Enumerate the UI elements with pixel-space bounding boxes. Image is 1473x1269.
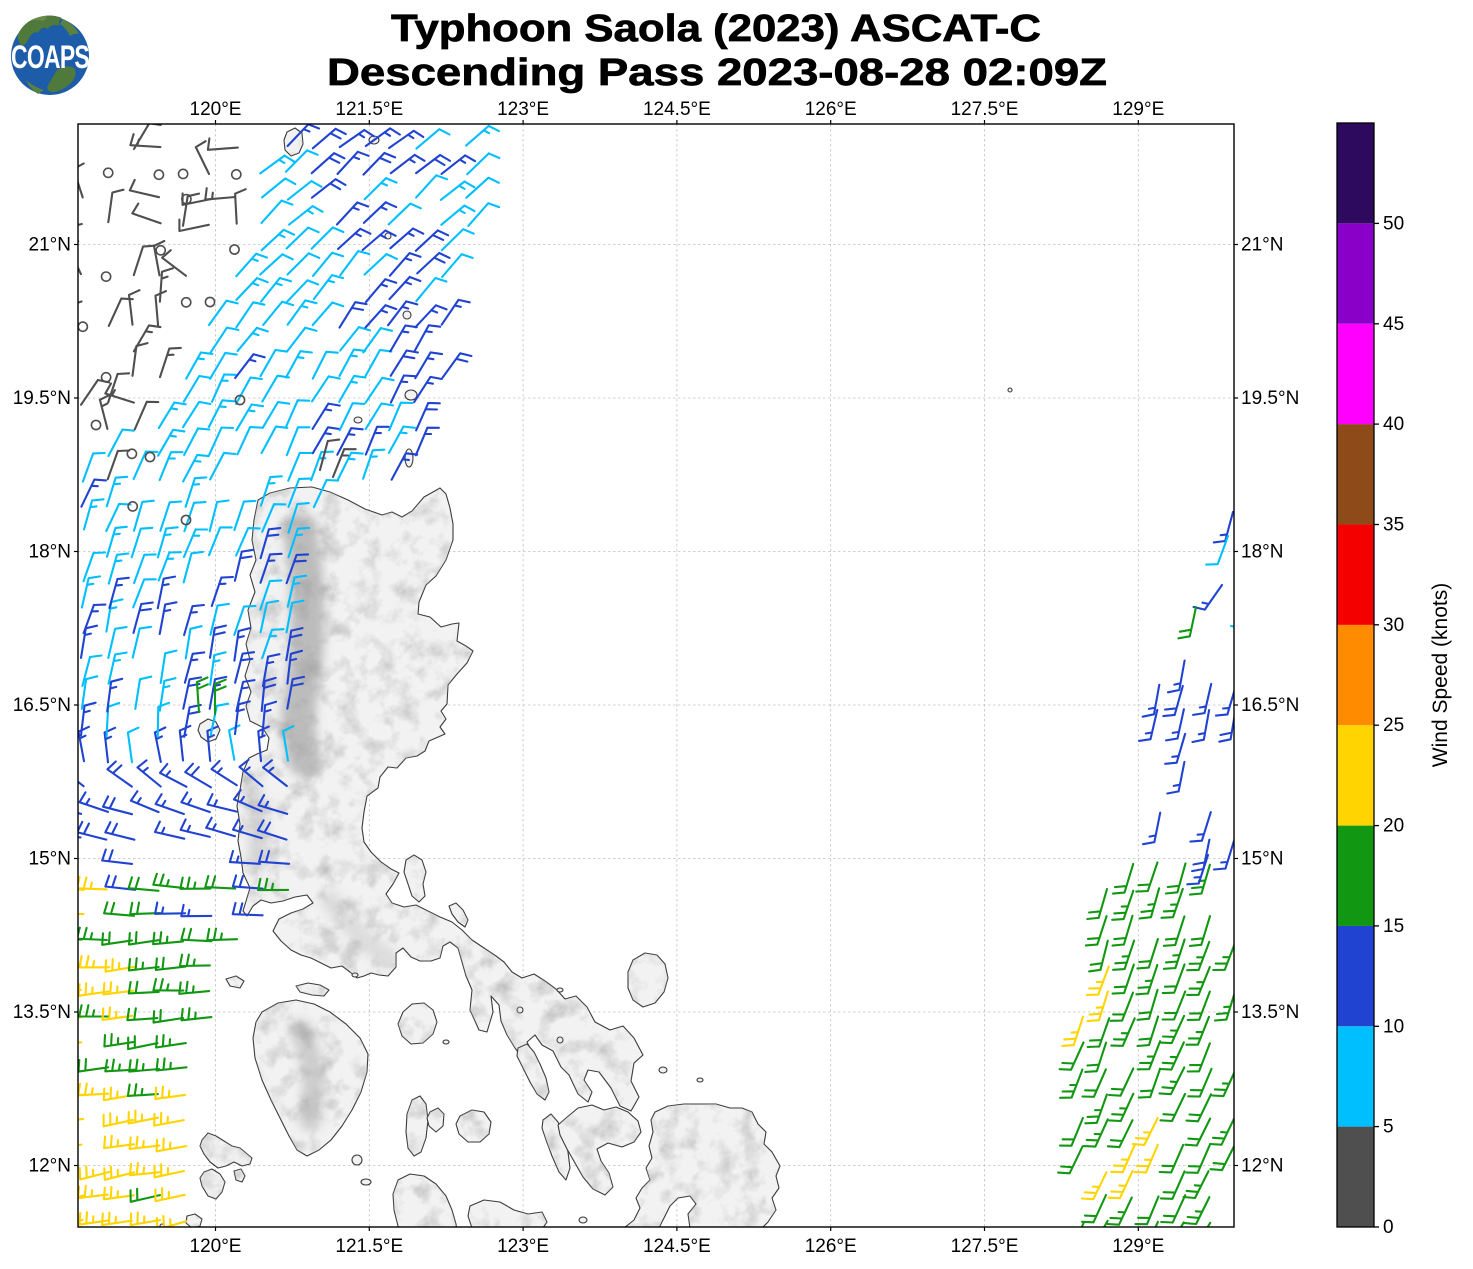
svg-text:13.5°N: 13.5°N bbox=[1241, 1002, 1299, 1023]
svg-text:124.5°E: 124.5°E bbox=[643, 1236, 711, 1257]
svg-text:COAPS: COAPS bbox=[11, 39, 89, 75]
svg-text:45: 45 bbox=[1383, 314, 1404, 335]
svg-text:Wind Speed (knots): Wind Speed (knots) bbox=[1429, 583, 1452, 767]
svg-text:123°E: 123°E bbox=[497, 1236, 549, 1257]
svg-text:Descending Pass 2023-08-28 02:: Descending Pass 2023-08-28 02:09Z bbox=[327, 52, 1107, 94]
svg-text:19.5°N: 19.5°N bbox=[1241, 388, 1299, 409]
svg-text:18°N: 18°N bbox=[29, 542, 71, 563]
svg-text:12°N: 12°N bbox=[1241, 1156, 1283, 1177]
svg-text:18°N: 18°N bbox=[1241, 542, 1283, 563]
svg-text:35: 35 bbox=[1383, 515, 1404, 536]
svg-text:16.5°N: 16.5°N bbox=[1241, 695, 1299, 716]
svg-text:16.5°N: 16.5°N bbox=[13, 695, 71, 716]
svg-text:15°N: 15°N bbox=[29, 849, 71, 870]
svg-text:21°N: 21°N bbox=[1241, 235, 1283, 256]
svg-text:5: 5 bbox=[1383, 1117, 1394, 1138]
svg-text:Typhoon Saola (2023) ASCAT-C: Typhoon Saola (2023) ASCAT-C bbox=[391, 8, 1041, 50]
svg-text:15°N: 15°N bbox=[1241, 849, 1283, 870]
svg-text:126°E: 126°E bbox=[805, 1236, 857, 1257]
svg-text:40: 40 bbox=[1383, 414, 1404, 435]
svg-text:121.5°E: 121.5°E bbox=[335, 99, 403, 120]
svg-text:120°E: 120°E bbox=[190, 1236, 242, 1257]
svg-text:129°E: 129°E bbox=[1112, 99, 1164, 120]
svg-text:15: 15 bbox=[1383, 916, 1404, 937]
svg-text:25: 25 bbox=[1383, 715, 1404, 736]
svg-text:121.5°E: 121.5°E bbox=[335, 1236, 403, 1257]
svg-text:127.5°E: 127.5°E bbox=[951, 1236, 1019, 1257]
svg-text:126°E: 126°E bbox=[805, 99, 857, 120]
svg-text:30: 30 bbox=[1383, 615, 1404, 636]
svg-text:19.5°N: 19.5°N bbox=[13, 388, 71, 409]
svg-text:50: 50 bbox=[1383, 213, 1404, 234]
svg-text:120°E: 120°E bbox=[190, 99, 242, 120]
svg-text:20: 20 bbox=[1383, 816, 1404, 837]
svg-text:12°N: 12°N bbox=[29, 1156, 71, 1177]
svg-text:123°E: 123°E bbox=[497, 99, 549, 120]
svg-text:129°E: 129°E bbox=[1112, 1236, 1164, 1257]
svg-text:10: 10 bbox=[1383, 1016, 1404, 1037]
svg-text:127.5°E: 127.5°E bbox=[951, 99, 1019, 120]
svg-text:13.5°N: 13.5°N bbox=[13, 1002, 71, 1023]
svg-text:0: 0 bbox=[1383, 1217, 1394, 1238]
svg-text:124.5°E: 124.5°E bbox=[643, 99, 711, 120]
svg-text:21°N: 21°N bbox=[29, 235, 71, 256]
